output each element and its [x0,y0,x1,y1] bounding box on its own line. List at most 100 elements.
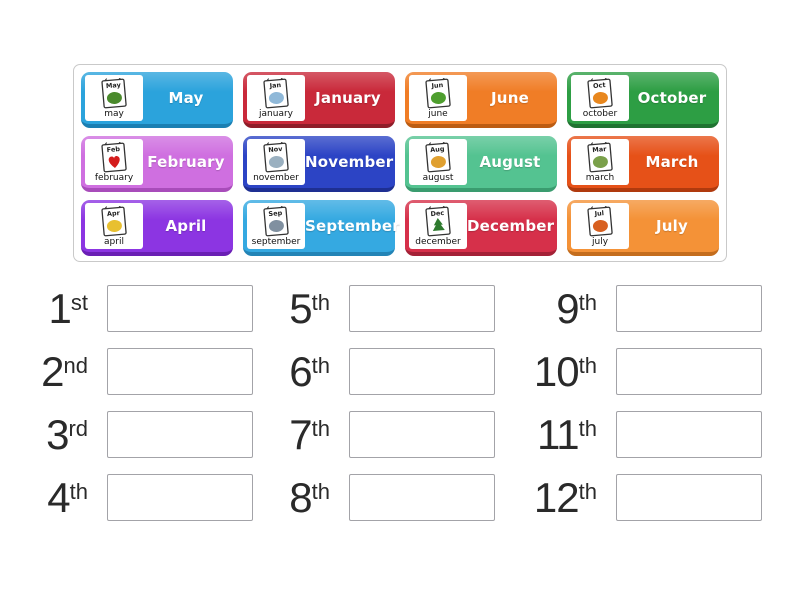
match-row: 3rd [28,411,253,458]
answer-slot[interactable] [107,348,253,395]
month-tile-label: June [491,89,529,107]
month-icon-card: Feb february [85,139,143,185]
answers-column-1: 1st 2nd 3rd 4th [28,285,253,537]
match-row: 10th [509,348,762,395]
month-tile-label: September [305,217,400,235]
svg-text:Aug: Aug [430,144,445,153]
ordinal-label: 6th [289,347,330,395]
match-row: 4th [28,474,253,521]
month-tile-label: February [147,153,225,171]
month-tile[interactable]: Aug august August [405,136,557,192]
month-icon-card: Oct october [571,75,629,121]
match-row: 9th [509,285,762,332]
month-keyword: november [253,172,299,183]
month-keyword: july [591,236,609,247]
svg-text:Jun: Jun [430,81,444,90]
month-tile[interactable]: May may May [81,72,233,128]
match-row: 5th [270,285,495,332]
month-keyword: august [422,172,454,183]
answer-slot[interactable] [349,348,495,395]
month-tile-label: October [637,89,707,107]
calendar-doodle-icon: Jul [587,205,613,236]
svg-text:Oct: Oct [593,80,606,89]
month-tile[interactable]: Oct october October [567,72,719,128]
match-row: 1st [28,285,253,332]
ordinal-label: 9th [556,284,597,332]
month-tile[interactable]: Mar march March [567,136,719,192]
match-row: 12th [509,474,762,521]
svg-text:Dec: Dec [430,208,444,217]
month-tile-label: November [305,153,394,171]
month-keyword: january [259,108,293,119]
svg-text:Jan: Jan [268,81,281,90]
month-tile[interactable]: Jan january January [243,72,395,128]
match-row: 7th [270,411,495,458]
month-tile[interactable]: Apr april April [81,200,233,256]
month-tile[interactable]: Dec december December [405,200,557,256]
month-tile-label: April [165,217,207,235]
month-tile[interactable]: Jul july July [567,200,719,256]
match-row: 8th [270,474,495,521]
answer-slot[interactable] [616,285,762,332]
month-icon-card: Jun june [409,75,467,121]
months-tile-panel: May may May Jan [73,64,727,262]
answers-column-3: 9th 10th 11th 12th [509,285,762,537]
month-icon-card: May may [85,75,143,121]
month-icon-card: Mar march [571,139,629,185]
calendar-doodle-icon: Aug [425,141,451,172]
answer-slot[interactable] [349,285,495,332]
svg-text:Sep: Sep [268,208,283,217]
month-icon-card: Jul july [571,203,629,249]
ordinal-label: 8th [289,473,330,521]
match-row: 11th [509,411,762,458]
answer-slot[interactable] [107,474,253,521]
calendar-doodle-icon: Nov [263,141,289,172]
month-tile-label: August [479,153,541,171]
answer-slot[interactable] [349,411,495,458]
ordinal-label: 4th [47,473,88,521]
svg-text:May: May [106,80,122,89]
svg-text:Mar: Mar [592,144,607,153]
month-icon-card: Dec december [409,203,467,249]
answers-column-2: 5th 6th 7th 8th [270,285,495,537]
svg-text:Nov: Nov [268,144,284,153]
answer-slot[interactable] [107,285,253,332]
svg-text:Jul: Jul [593,209,604,218]
answer-slot[interactable] [616,348,762,395]
calendar-doodle-icon: Sep [263,205,289,236]
answer-slot[interactable] [616,474,762,521]
answer-slot[interactable] [349,474,495,521]
month-icon-card: Nov november [247,139,305,185]
month-tile[interactable]: Feb february February [81,136,233,192]
month-keyword: february [94,172,134,183]
match-row: 2nd [28,348,253,395]
month-keyword: september [251,236,301,247]
calendar-doodle-icon: Jan [263,77,289,108]
month-tile-label: December [467,217,555,235]
ordinal-label: 5th [289,284,330,332]
calendar-doodle-icon: Feb [101,141,127,172]
month-tile[interactable]: Nov november November [243,136,395,192]
month-tile[interactable]: Jun june June [405,72,557,128]
match-row: 6th [270,348,495,395]
answer-slot[interactable] [616,411,762,458]
ordinal-label: 2nd [41,347,88,395]
month-keyword: december [415,236,461,247]
calendar-doodle-icon: Jun [425,77,451,108]
month-tile-label: May [168,89,204,107]
ordinal-label: 3rd [46,410,88,458]
month-keyword: may [104,108,124,119]
calendar-doodle-icon: Oct [587,77,613,108]
svg-text:Feb: Feb [106,144,120,153]
month-tile-label: January [315,89,381,107]
calendar-doodle-icon: Mar [587,141,613,172]
month-keyword: june [428,108,448,119]
month-icon-card: Jan january [247,75,305,121]
ordinal-label: 10th [533,347,597,395]
month-tile[interactable]: Sep september September [243,200,400,256]
month-icon-card: Sep september [247,203,305,249]
answer-slot[interactable] [107,411,253,458]
month-icon-card: Apr april [85,203,143,249]
month-keyword: april [104,236,124,247]
month-tile-label: July [656,217,688,235]
